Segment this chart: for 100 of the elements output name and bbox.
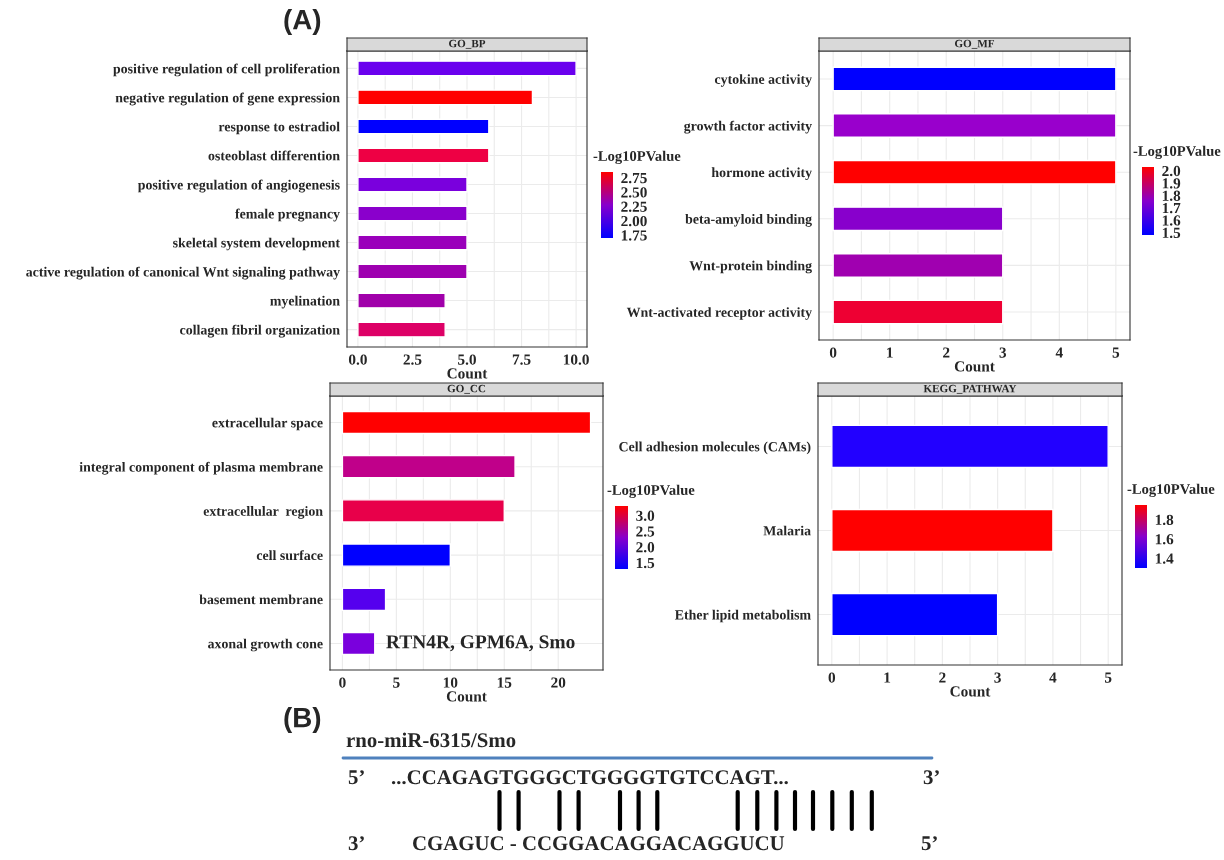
y-tick-label: cytokine activity (714, 74, 812, 87)
color-bar-label: 2.75 (621, 172, 647, 184)
color-bar-label: 3.0 (636, 510, 655, 521)
x-tick-label: 0.0 (348, 354, 367, 365)
bar (341, 631, 376, 656)
y-tick-label: integral component of plasma membrane (79, 461, 323, 475)
x-tick-label: 0 (829, 347, 837, 358)
x-tick-label: 5 (1112, 347, 1120, 358)
color-bar-title: -Log10PValue (607, 484, 695, 498)
color-bar-label: 2.5 (636, 526, 655, 537)
y-tick-label: positive regulation of cell proliferation (113, 63, 340, 77)
y-tick-label: axonal growth cone (208, 638, 323, 652)
color-bar-label: 2.25 (621, 201, 647, 212)
bar (341, 410, 592, 435)
x-axis-title: Count (447, 368, 488, 379)
color-bar-label: 1.7 (1162, 203, 1181, 214)
x-axis-title: Count (950, 686, 991, 697)
bar (831, 424, 1109, 469)
bar (357, 234, 468, 251)
x-tick-label: 15 (497, 677, 512, 688)
y-tick-label: beta-amyloid binding (685, 213, 812, 227)
x-tick-label: 7.5 (512, 354, 531, 365)
color-bar-title: -Log10PValue (1133, 145, 1221, 159)
bar (831, 508, 1054, 553)
x-tick-label: 2.5 (403, 354, 422, 365)
color-bar-label: 1.6 (1162, 215, 1181, 226)
y-tick-label: osteoblast differention (208, 150, 340, 161)
color-bar-label: 1.4 (1155, 553, 1174, 564)
text: (B) (284, 707, 321, 733)
x-tick-label: 1 (884, 672, 891, 683)
y-tick-label: extracellular region (203, 506, 323, 519)
x-tick-label: 3 (994, 672, 1001, 683)
bar (341, 499, 505, 523)
color-bar-label: 2.50 (621, 187, 647, 198)
y-tick-label: myelination (270, 295, 340, 309)
text: 5’ (921, 836, 937, 851)
text: 3’ (348, 836, 364, 851)
color-bar-label: 2.0 (636, 542, 655, 553)
x-tick-label: 5 (393, 677, 400, 688)
y-tick-label: hormone activity (711, 167, 812, 181)
text: ...CCAGAGTGGGCTGGGGTGTCCAGT... (391, 770, 788, 785)
y-tick-label: skeletal system development (173, 237, 340, 251)
y-tick-label: negative regulation of gene expression (115, 92, 340, 106)
x-tick-label: 2 (939, 672, 946, 683)
text: 5’ (348, 770, 364, 785)
color-bar-label: 2.00 (621, 215, 647, 227)
bar (341, 454, 516, 479)
color-bar-label: 1.8 (1155, 514, 1174, 526)
y-tick-label: Wnt-protein binding (689, 260, 812, 274)
text: (A) (284, 9, 321, 35)
y-tick-label: extracellular space (212, 417, 323, 431)
color-bar-label: 1.5 (636, 557, 655, 569)
chart-title: GO_MF (954, 39, 995, 49)
color-bar-label: 1.5 (1162, 227, 1181, 239)
y-tick-label: Wnt-activated receptor activity (626, 307, 812, 320)
color-bar-title: -Log10PValue (1127, 483, 1215, 497)
y-tick-label: Ether lipid metabolism (674, 609, 811, 623)
color-bar-label: 1.75 (621, 230, 647, 241)
y-tick-label: active regulation of canonical Wnt signaling pathway (26, 266, 340, 280)
color-bar-label: 2.0 (1162, 165, 1181, 177)
bar (831, 592, 999, 637)
y-tick-label: positive regulation of angiogenesis (137, 179, 340, 193)
y-tick-label: female pregnancy (235, 208, 340, 222)
x-axis-title: Count (954, 361, 995, 372)
x-tick-label: 2 (943, 347, 950, 358)
text: rno-miR-6315/Smo (346, 732, 516, 748)
bar (341, 587, 387, 612)
bar (341, 543, 452, 567)
color-bar-label: 1.8 (1162, 190, 1181, 201)
x-tick-label: 4 (1055, 347, 1063, 358)
y-tick-label: Cell adhesion molecules (CAMs) (619, 441, 811, 455)
x-tick-label: 10 (443, 677, 458, 688)
bar (357, 89, 534, 106)
y-tick-label: basement membrane (199, 594, 323, 605)
y-tick-label: collagen fibril organization (180, 324, 340, 338)
bar (357, 147, 490, 164)
x-tick-label: 1 (887, 347, 893, 358)
bar (357, 60, 577, 77)
y-tick-label: cell surface (256, 550, 323, 561)
bar (357, 118, 490, 135)
x-tick-label: 5.0 (458, 354, 476, 365)
y-tick-label: response to estradiol (218, 121, 340, 135)
bar (357, 205, 468, 222)
color-bar-label: 1.9 (1162, 178, 1181, 189)
x-tick-label: 0 (828, 672, 836, 683)
bar (357, 321, 446, 338)
x-tick-label: 0 (339, 677, 346, 688)
x-tick-label: 5 (1104, 672, 1112, 683)
text: CGAGUC - CCGGACAGGACAGGUCU (413, 836, 785, 851)
x-tick-label: 3 (999, 347, 1007, 358)
color-bar-title: -Log10PValue (593, 150, 681, 164)
x-tick-label: 10.0 (563, 354, 589, 365)
bar (357, 263, 468, 280)
bar (357, 292, 446, 309)
y-tick-label: growth factor activity (684, 120, 812, 134)
annotation: RTN4R, GPM6A, Smo (386, 635, 575, 652)
x-tick-label: 20 (551, 677, 566, 688)
chart-title: GO_CC (447, 384, 486, 394)
bar (357, 176, 468, 193)
x-tick-label: 4 (1049, 672, 1057, 683)
